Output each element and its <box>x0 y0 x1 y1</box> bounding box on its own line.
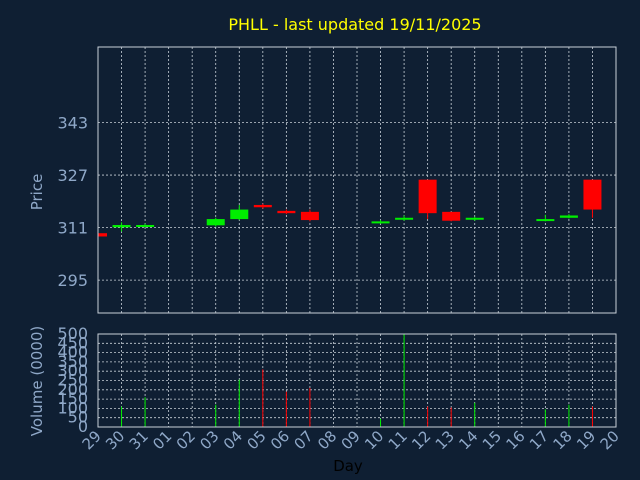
volume-tick-label: 50 <box>68 408 88 427</box>
volume-tick-label: 200 <box>57 380 88 399</box>
candle-body <box>559 215 578 218</box>
candle <box>395 215 414 221</box>
candle <box>371 220 390 224</box>
volume-tick-label: 350 <box>57 352 88 371</box>
chart-title: PHLL - last updated 19/11/2025 <box>228 15 481 34</box>
x-tick-label: 19 <box>573 427 599 453</box>
x-tick-label: 06 <box>267 427 293 453</box>
x-tick-label: 03 <box>196 427 222 453</box>
x-tick-label: 07 <box>291 427 317 453</box>
candle-body <box>536 219 555 222</box>
x-tick-label: 10 <box>361 427 387 453</box>
volume-tick-label: 100 <box>57 398 88 417</box>
x-tick-label: 31 <box>126 427 152 453</box>
candle <box>230 204 249 221</box>
price-tick-label: 295 <box>57 271 88 290</box>
candle <box>559 214 578 219</box>
x-tick-label: 20 <box>597 427 623 453</box>
candle-body <box>112 224 131 228</box>
candle-body <box>253 204 272 208</box>
candle <box>136 223 155 228</box>
candle <box>442 211 461 222</box>
price-axis-label: Price <box>28 174 46 211</box>
candle-body <box>442 211 461 221</box>
candle-body <box>418 179 437 214</box>
x-tick-label: 04 <box>220 427 246 453</box>
price-tick-label: 343 <box>57 114 88 133</box>
volume-tick-label: 400 <box>57 343 88 362</box>
x-tick-label: 02 <box>173 427 199 453</box>
price-tick-label: 327 <box>57 166 88 185</box>
volume-tick-label: 0 <box>78 417 88 436</box>
volume-tick-label: 450 <box>57 333 88 352</box>
candle <box>465 216 484 221</box>
candle-body <box>136 224 155 227</box>
candle-body <box>465 217 484 220</box>
candle <box>300 209 319 222</box>
volume-tick-label: 250 <box>57 371 88 390</box>
volume-bars <box>121 334 593 427</box>
x-tick-label: 01 <box>149 427 175 453</box>
candle <box>277 209 296 215</box>
candle <box>206 217 225 227</box>
price-frame <box>97 46 617 314</box>
candle-body <box>277 210 296 214</box>
price-candles <box>97 179 602 237</box>
x-tick-label: 18 <box>550 427 576 453</box>
candle <box>253 203 272 209</box>
candle-body <box>395 217 414 220</box>
candle-body <box>206 219 225 226</box>
volume-frame <box>97 333 617 428</box>
candle <box>112 222 131 232</box>
x-tick-label: 08 <box>314 427 340 453</box>
x-axis-ticks: 2930310102030405060708091011121314151617… <box>79 427 623 453</box>
price-y-ticks: 295 311 327 343 <box>57 114 88 291</box>
x-tick-label: 16 <box>502 427 528 453</box>
volume-tick-label: 500 <box>57 324 88 343</box>
x-axis-label: Day <box>333 457 363 475</box>
x-tick-label: 30 <box>102 427 128 453</box>
price-tick-label: 311 <box>57 219 88 238</box>
candle <box>536 214 555 222</box>
x-tick-label: 12 <box>408 427 434 453</box>
volume-grid <box>97 333 617 428</box>
x-tick-label: 09 <box>338 427 364 453</box>
volume-tick-label: 150 <box>57 389 88 408</box>
volume-tick-label: 300 <box>57 361 88 380</box>
candle-body <box>371 221 390 224</box>
candle <box>583 179 602 218</box>
x-tick-label: 14 <box>455 427 481 453</box>
candle-body <box>300 211 319 221</box>
price-grid <box>97 47 617 313</box>
candle-body <box>98 233 107 237</box>
candle <box>97 233 107 237</box>
x-tick-label: 15 <box>479 427 505 453</box>
candle-body <box>583 179 602 210</box>
x-tick-label: 11 <box>385 427 411 453</box>
x-tick-label: 17 <box>526 427 552 453</box>
candle <box>418 179 437 220</box>
x-tick-label: 05 <box>243 427 269 453</box>
price-panel: 295 311 327 343 Price <box>28 46 617 314</box>
x-tick-label: 13 <box>432 427 458 453</box>
candle-body <box>230 209 249 220</box>
volume-axis-label: Volume (0000) <box>28 326 46 436</box>
